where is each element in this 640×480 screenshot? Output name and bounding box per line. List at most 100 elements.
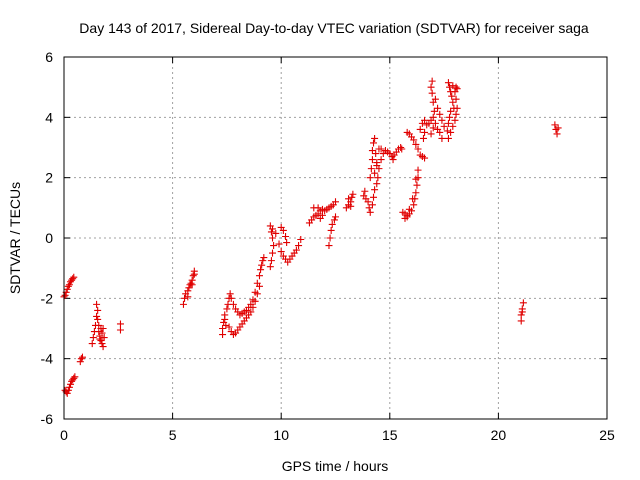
data-point — [429, 124, 437, 132]
data-point — [67, 380, 75, 388]
chart-title: Day 143 of 2017, Sidereal Day-to-day VTE… — [79, 20, 589, 36]
data-point — [190, 270, 198, 278]
data-point — [221, 315, 229, 323]
series-track-13 — [366, 134, 406, 182]
data-point — [517, 311, 525, 319]
data-point — [371, 169, 379, 177]
data-point — [258, 261, 266, 269]
data-point — [366, 174, 374, 182]
data-point — [69, 275, 77, 283]
data-point — [179, 300, 187, 308]
data-point — [100, 334, 108, 342]
x-tick-label: 25 — [599, 427, 615, 443]
data-point — [187, 279, 195, 287]
data-point — [438, 116, 446, 124]
data-point — [438, 134, 446, 142]
data-point — [398, 145, 406, 153]
data-point — [78, 353, 86, 361]
data-point — [444, 119, 452, 127]
x-tick-label: 5 — [169, 427, 177, 443]
data-point — [259, 257, 267, 265]
data-point — [554, 124, 562, 132]
data-point — [427, 83, 435, 91]
data-point — [61, 291, 69, 299]
data-point — [364, 198, 372, 206]
data-point — [116, 326, 124, 334]
y-tick-label: -4 — [41, 351, 54, 367]
data-point — [279, 226, 287, 234]
data-point — [272, 229, 280, 237]
data-point — [412, 140, 420, 148]
data-point — [373, 162, 381, 170]
data-point — [189, 272, 197, 280]
data-point — [419, 134, 427, 142]
series-track-2 — [61, 373, 79, 397]
data-point — [277, 248, 285, 256]
data-point — [416, 125, 424, 133]
x-axis-label: GPS time / hours — [282, 458, 389, 474]
data-point — [267, 257, 275, 265]
data-point — [70, 273, 78, 281]
data-point — [451, 116, 459, 124]
data-point — [255, 272, 263, 280]
data-point — [219, 331, 227, 339]
data-point — [96, 335, 104, 343]
y-tick-label: 4 — [45, 109, 53, 125]
data-point — [269, 234, 277, 242]
data-point — [410, 201, 418, 209]
data-point — [227, 294, 235, 302]
data-point — [181, 294, 189, 302]
data-point — [368, 201, 376, 209]
data-point — [71, 373, 79, 381]
data-point — [226, 290, 234, 298]
data-point — [413, 181, 421, 189]
series-track-10 — [325, 213, 339, 250]
data-point — [260, 254, 268, 262]
data-point — [519, 299, 527, 307]
data-point — [185, 284, 193, 292]
data-point — [434, 125, 442, 133]
series-track-19 — [551, 121, 562, 138]
data-point — [99, 343, 107, 351]
data-point — [269, 249, 277, 257]
data-point — [65, 383, 73, 391]
data-point — [64, 386, 72, 394]
data-point — [551, 121, 559, 129]
data-point — [249, 303, 257, 311]
series-track-15 — [403, 116, 431, 162]
data-point — [365, 204, 373, 212]
data-point — [318, 211, 326, 219]
data-point — [421, 116, 429, 124]
series-track-8 — [266, 222, 305, 271]
data-point — [345, 195, 353, 203]
data-point — [421, 154, 429, 162]
data-point — [219, 325, 227, 332]
data-point — [247, 308, 255, 316]
data-point — [444, 79, 452, 87]
data-point — [405, 205, 413, 213]
data-point — [452, 110, 460, 118]
data-point — [330, 216, 338, 224]
data-point — [444, 134, 452, 142]
data-point — [370, 193, 378, 201]
data-point — [397, 144, 405, 151]
data-point — [361, 187, 369, 195]
series-track-16 — [425, 77, 448, 142]
series-track-17 — [443, 79, 461, 142]
data-point — [372, 150, 380, 158]
data-point — [292, 246, 300, 254]
y-axis-label: SDTVAR / TECUs — [7, 182, 23, 294]
data-point — [371, 134, 379, 142]
series-track-5 — [116, 320, 124, 334]
data-point — [448, 92, 456, 100]
data-point — [326, 234, 334, 242]
data-point — [440, 122, 448, 130]
data-point — [99, 325, 107, 332]
x-tick-label: 0 — [60, 427, 68, 443]
series-track-4 — [88, 300, 108, 351]
data-point — [377, 156, 385, 164]
data-point — [431, 95, 439, 103]
data-point — [371, 186, 379, 194]
data-point — [283, 239, 291, 247]
